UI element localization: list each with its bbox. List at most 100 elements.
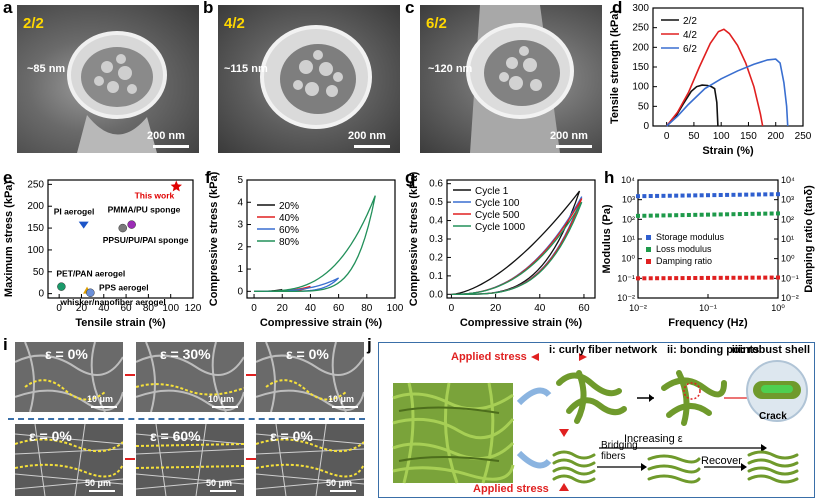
strain-label: ε = 60% <box>150 428 201 444</box>
data-point <box>674 276 679 281</box>
fiber-cross-section-icon <box>67 31 167 153</box>
data-point <box>642 276 647 281</box>
data-point <box>776 275 780 280</box>
x-tick-label: 150 <box>740 131 757 142</box>
x-tick-label: 20 <box>76 303 88 314</box>
data-point <box>674 193 679 198</box>
bond-point-icon <box>683 382 701 400</box>
x-tick-label: 120 <box>185 303 202 314</box>
data-point <box>718 193 723 198</box>
data-point-label: PPS aerogel <box>99 283 149 293</box>
data-point <box>731 212 736 217</box>
data-point <box>776 211 780 216</box>
y-tick-label: 250 <box>27 179 44 190</box>
fiber-network-icon <box>136 424 244 496</box>
curly-fiber-icon <box>556 370 627 424</box>
data-point <box>763 192 768 197</box>
scale-bar <box>354 145 390 148</box>
arrow-icon <box>516 450 552 469</box>
data-point <box>769 211 774 216</box>
data-point <box>667 276 672 281</box>
data-point <box>756 211 761 216</box>
x-tick-label: 60 <box>333 303 345 314</box>
data-point-circle <box>127 220 136 229</box>
panel-label-d: d <box>612 0 623 17</box>
data-point <box>763 275 768 280</box>
data-point <box>661 213 666 218</box>
data-point <box>725 275 730 280</box>
legend-label: 2/2 <box>683 16 697 27</box>
data-point <box>737 275 742 280</box>
data-point <box>763 211 768 216</box>
data-point <box>769 275 774 280</box>
scale-label: 50 μm <box>326 478 353 488</box>
legend-label: 40% <box>279 213 299 224</box>
y-tick-label: 0.1 <box>429 271 443 282</box>
data-point <box>636 194 640 199</box>
x-tick-label: 0 <box>251 303 257 314</box>
fiber-cross-section-icon <box>466 5 574 153</box>
y-tick-label: 200 <box>27 201 44 212</box>
y2-axis-label: Damping ratio (tanδ) <box>803 185 815 293</box>
legend-label: Storage modulus <box>656 232 725 242</box>
data-point <box>642 194 647 199</box>
compressive-curve-chart: 0 20 40 60 80 100 0 1 2 3 4 5 Compressive strain (%)… <box>208 171 404 329</box>
data-point <box>667 213 672 218</box>
fiber-stack-icon <box>552 450 799 484</box>
data-point-label: PI aerogel <box>54 207 95 217</box>
y-tick-label: 0.0 <box>429 289 443 300</box>
title-curly: i: curly fiber network <box>549 344 658 356</box>
arrow-icon <box>246 374 256 376</box>
scale-label: 50 μm <box>206 478 233 488</box>
fiber-block-icon <box>392 382 515 484</box>
data-point <box>706 193 710 198</box>
legend-label: 4/2 <box>683 30 697 41</box>
y-tick-label: 0.4 <box>429 216 443 227</box>
fiber-network-icon <box>256 342 364 412</box>
panel-label-a: a <box>3 0 13 17</box>
x-tick-label: 50 <box>688 131 700 142</box>
data-point-circle <box>86 288 95 298</box>
data-point <box>661 193 666 198</box>
y-tick-label: 0.5 <box>429 197 443 208</box>
y2-tick-label: 10¹ <box>781 234 794 244</box>
arrow-icon <box>125 458 135 460</box>
scale-label: 200 nm <box>550 130 588 142</box>
thickness-label: ~85 nm <box>27 63 66 75</box>
panel-label-i: i <box>3 335 8 354</box>
legend-swatch <box>646 235 651 240</box>
sem-tag: 6/2 <box>426 15 447 32</box>
data-point <box>636 213 640 218</box>
crack-label: Crack <box>759 411 787 422</box>
x-tick-label: 10⁰ <box>771 303 785 313</box>
scale-label: 10 μm <box>87 394 114 404</box>
fiber-network-icon <box>15 424 123 496</box>
y-tick-label: 0.3 <box>429 234 443 245</box>
x-axis-label: Tensile strain (%) <box>75 317 166 329</box>
y-tick-label: 10⁴ <box>621 175 635 185</box>
y-axis-label: Compressive stress (kPa) <box>208 171 220 306</box>
fiber-cross-section-icon <box>260 25 372 129</box>
y-tick-label: 3 <box>237 220 243 231</box>
data-point <box>680 276 685 281</box>
y-tick-label: 1 <box>237 264 243 275</box>
y2-tick-label: 10⁻² <box>781 293 799 303</box>
data-point <box>655 276 660 281</box>
y-tick-label: 0 <box>643 121 649 132</box>
panel-label-j: j <box>367 335 372 354</box>
legend-label: Cycle 1 <box>475 186 509 197</box>
legend-swatch <box>646 259 651 264</box>
legend-label: 60% <box>279 225 299 236</box>
y-axis-label: Maximum stress (kPa) <box>3 181 15 297</box>
data-point <box>750 275 755 280</box>
sem-image-2-2: 2/2 ~85 nm 200 nm <box>17 5 199 153</box>
data-point-circle <box>57 282 66 291</box>
x-tick-label: 0 <box>56 303 62 314</box>
y-tick-label: 0.2 <box>429 252 443 263</box>
fiber-network-icon <box>136 342 244 412</box>
data-point <box>699 275 704 280</box>
x-tick-label: 10⁻² <box>629 303 647 313</box>
cyclic-compression-chart: 0 20 40 60 0.0 0.1 0.2 0.3 0.4 0.5 0.6 Compressive … <box>408 171 596 329</box>
scale-bar <box>556 145 592 148</box>
scale-label: 10 μm <box>208 394 235 404</box>
